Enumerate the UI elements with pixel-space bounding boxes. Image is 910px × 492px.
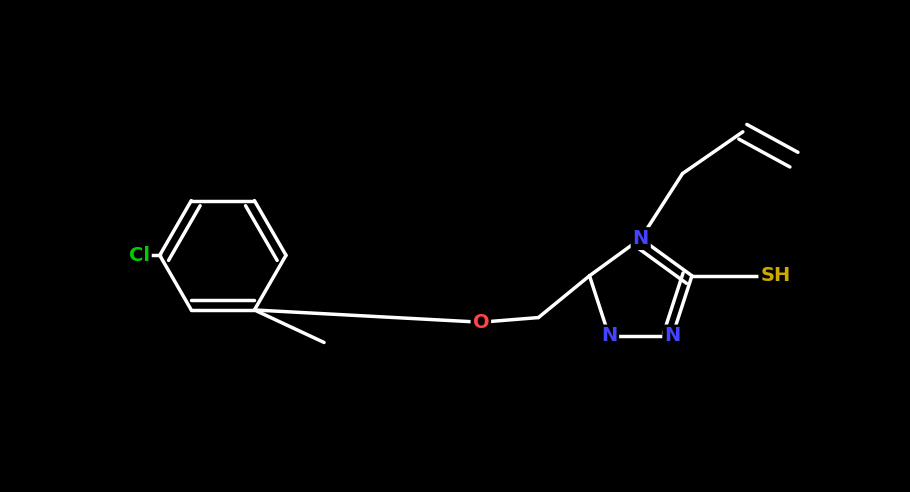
Text: O: O — [472, 313, 490, 332]
Text: N: N — [632, 229, 649, 248]
Text: N: N — [664, 327, 681, 345]
Text: N: N — [601, 327, 617, 345]
Text: Cl: Cl — [129, 246, 150, 265]
Text: SH: SH — [761, 266, 791, 285]
